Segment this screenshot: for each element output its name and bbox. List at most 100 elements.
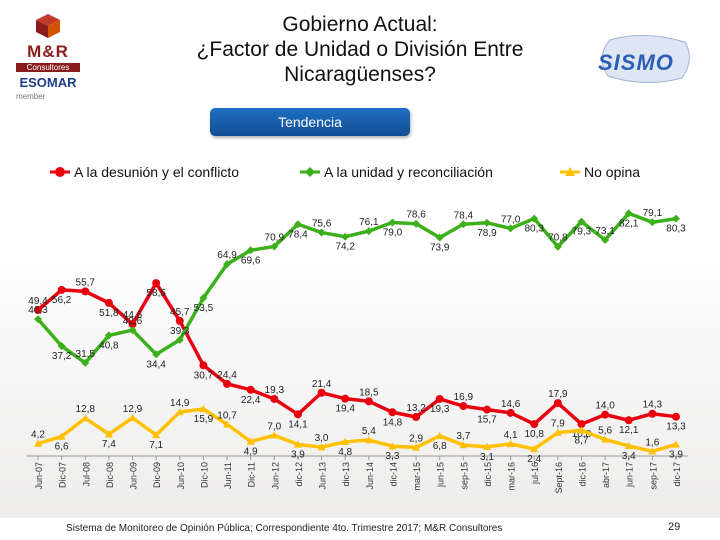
x-tick-label-11: dic-12: [294, 462, 304, 487]
series-1-point-25: [624, 209, 633, 218]
series-1-label-4: 42,6: [123, 316, 143, 327]
series-1-point-22: [553, 242, 562, 251]
x-tick-label-7: Dic-10: [199, 462, 209, 488]
series-2-point-19: [482, 442, 491, 451]
series-2-label-18: 3,7: [456, 431, 470, 442]
x-tick-label-0: Jun-07: [34, 462, 44, 490]
legend-label-2: No opina: [584, 164, 640, 180]
series-0-point-3: [104, 298, 113, 307]
series-1-point-20: [506, 224, 515, 233]
series-2-point-10: [270, 431, 279, 439]
series-2-point-24: [601, 435, 610, 443]
series-1-point-17: [435, 233, 444, 242]
x-tick-label-6: Jun-10: [176, 462, 186, 490]
series-2-point-13: [341, 437, 350, 446]
series-0-label-6: 45,7: [170, 307, 190, 318]
series-2-point-11: [293, 440, 302, 448]
series-1-label-0: 46,3: [28, 305, 48, 316]
series-1-label-26: 79,1: [643, 208, 663, 219]
series-0-label-8: 24,4: [217, 370, 237, 381]
series-1-point-11: [293, 220, 302, 229]
series-2-point-0: [34, 439, 42, 447]
x-tick-label-2: Jul-08: [81, 462, 91, 487]
x-tick-label-25: jun-17: [625, 462, 635, 488]
footer-bar: [0, 518, 720, 540]
series-0-point-24: [601, 410, 610, 419]
series-2-label-17: 6,8: [433, 441, 447, 452]
series-2-label-14: 5,4: [362, 426, 376, 437]
sismo-text: SISMO: [598, 50, 674, 75]
series-2-label-5: 7,1: [149, 440, 163, 451]
series-1-label-17: 73,9: [430, 243, 450, 254]
page-title: Gobierno Actual: ¿Factor de Unidad o Div…: [120, 12, 600, 87]
series-2-label-26: 1,6: [645, 437, 659, 448]
series-1-label-11: 78,4: [288, 229, 308, 240]
x-tick-label-26: sep-17: [648, 462, 658, 490]
series-1-point-14: [364, 227, 373, 236]
series-2-point-12: [317, 443, 326, 451]
series-0-point-21: [530, 420, 539, 429]
logo-cube-icon: [36, 14, 60, 38]
footer-text: Sistema de Monitoreo de Opinión Pública;…: [66, 523, 503, 534]
series-1-label-9: 69,6: [241, 255, 261, 266]
series-1-point-4: [128, 326, 137, 335]
series-0-point-26: [648, 409, 657, 418]
series-line-1: [36, 211, 677, 365]
series-1-point-7: [199, 293, 208, 302]
series-1-label-16: 78,6: [406, 210, 426, 221]
series-2-point-25: [624, 441, 633, 450]
series-0-point-16: [412, 412, 421, 421]
series-1-point-24: [601, 235, 610, 244]
series-0-label-12: 21,4: [312, 379, 332, 390]
series-1-point-1: [57, 342, 66, 351]
x-tick-label-4: Jun-09: [129, 462, 139, 490]
series-2-label-0: 4,2: [31, 430, 45, 441]
series-2-point-17: [435, 431, 444, 440]
tendencia-tab[interactable]: Tendencia: [210, 108, 410, 136]
series-2-label-25: 3,4: [622, 451, 636, 462]
x-tick-label-24: abr-17: [601, 462, 611, 488]
series-0-point-15: [388, 408, 397, 417]
sismo-map-icon: [601, 34, 690, 84]
series-0-label-16: 13,2: [406, 403, 426, 414]
series-0-label-26: 14,3: [643, 400, 663, 411]
series-2-point-22: [553, 428, 562, 436]
series-1-point-2: [81, 358, 90, 367]
legend-marker-1: [305, 167, 315, 177]
series-0-point-2: [81, 287, 90, 296]
esomar-logo: ESOMAR: [19, 75, 77, 90]
series-0-point-27: [672, 412, 680, 421]
series-2-label-10: 7,0: [267, 421, 281, 432]
series-2-point-20: [506, 439, 515, 448]
series-1-label-3: 40,8: [99, 340, 119, 351]
series-0-point-6: [175, 316, 184, 325]
series-0-point-25: [624, 416, 633, 425]
series-0-label-1: 56,2: [52, 295, 72, 306]
series-1-label-22: 70,8: [548, 233, 568, 244]
series-1-label-21: 80,3: [524, 224, 544, 235]
series-1-label-18: 78,4: [454, 210, 474, 221]
x-tick-label-23: dic-16: [577, 462, 587, 487]
series-0-point-0: [34, 305, 42, 314]
esomar-member: member: [16, 92, 46, 101]
series-0-label-22: 17,9: [548, 389, 568, 400]
series-2-label-16: 2,9: [409, 433, 423, 444]
series-1-point-18: [459, 220, 468, 229]
series-2-label-3: 7,4: [102, 439, 116, 450]
series-1-point-16: [412, 219, 421, 228]
series-0-label-21: 10,8: [524, 429, 544, 440]
series-1-point-26: [648, 218, 657, 227]
series-2-label-11: 3,9: [291, 449, 305, 460]
series-2-label-19: 3,1: [480, 452, 494, 463]
series-1-label-6: 39,3: [170, 326, 190, 337]
series-0-point-18: [459, 402, 468, 411]
series-1-point-8: [223, 260, 232, 269]
series-2-label-9: 4,9: [244, 447, 258, 458]
series-2-point-2: [81, 414, 90, 422]
series-1-label-23: 79,3: [572, 227, 592, 238]
series-1-label-7: 53,5: [194, 303, 214, 314]
series-1-point-10: [270, 242, 279, 251]
series-2-point-26: [648, 447, 657, 455]
x-tick-label-20: mar-16: [507, 462, 517, 491]
sismo-logo: SISMO: [590, 30, 700, 90]
